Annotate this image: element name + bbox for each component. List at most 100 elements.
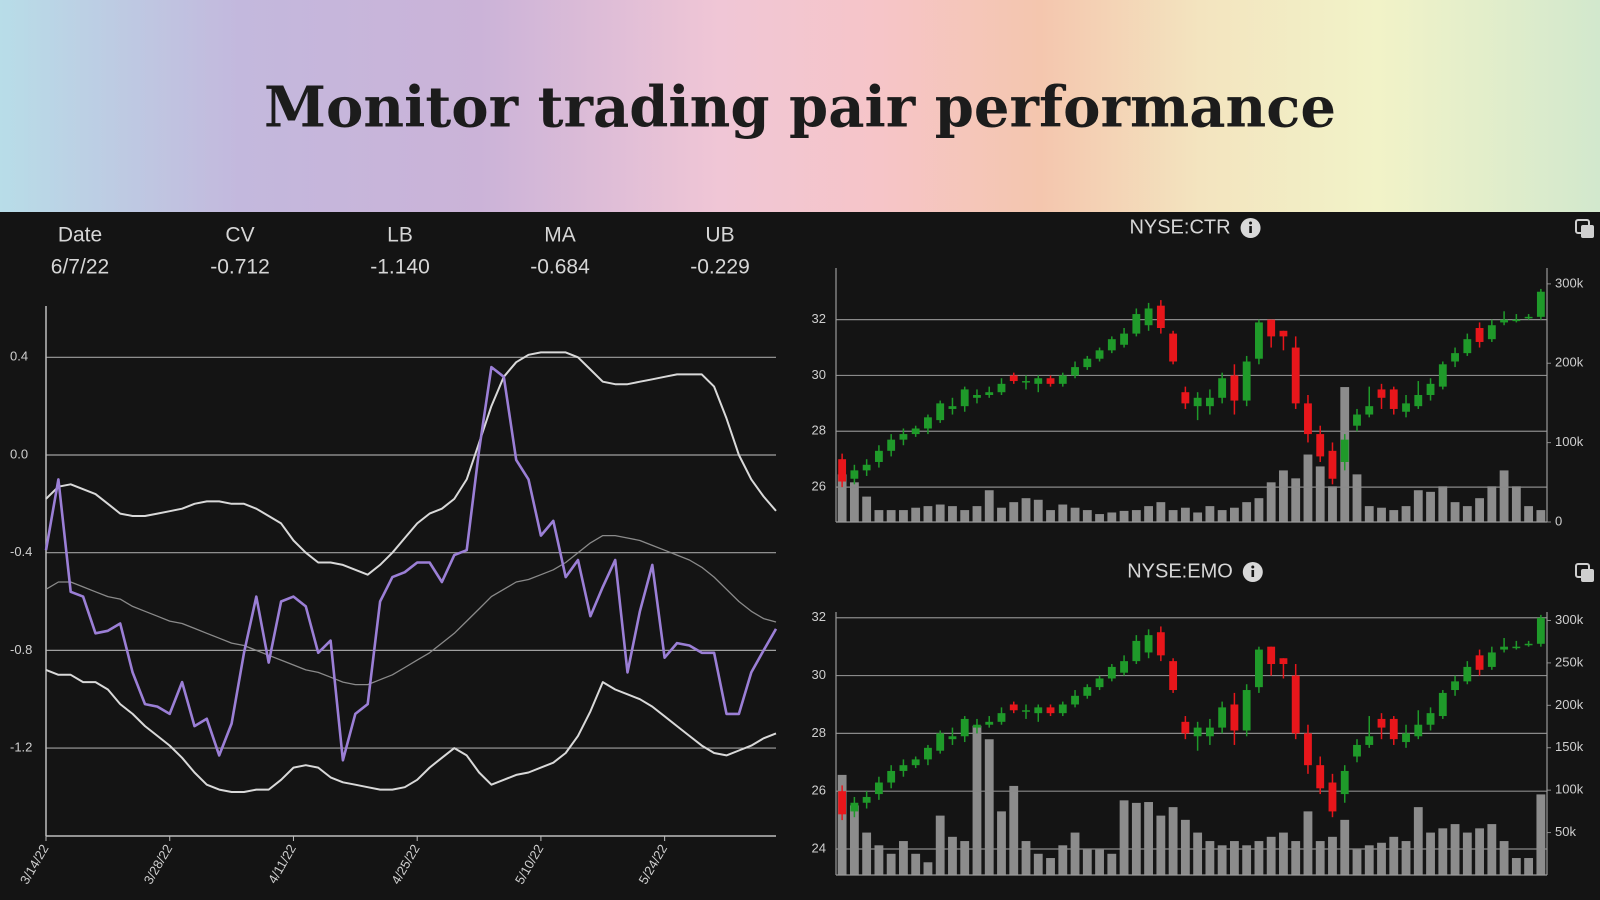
volume-bar [1340,819,1350,875]
candle-body [1365,406,1374,415]
volume-bar [1156,502,1166,522]
volume-bar [1193,512,1203,522]
y2-tick-label: 300k [1555,612,1584,627]
volume-bar [1511,486,1521,522]
candle-body [1463,339,1472,354]
header-title: Monitor trading pair performance [264,75,1336,141]
y2-tick-label: 150k [1555,739,1584,754]
candle-body [899,434,908,440]
candle-body [948,736,957,740]
info-glyph [1249,221,1253,225]
candle-body [911,759,920,766]
candle-body [1438,364,1447,387]
candle-body [1304,733,1312,766]
volume-bar [1524,858,1534,875]
candle-body [1034,378,1043,384]
volume-bar [1131,510,1141,522]
candle-body [1022,710,1030,712]
candle-body [1316,765,1325,789]
candle-body [1083,358,1092,368]
y-tick-label: -1.2 [10,740,32,755]
y2-tick-label: 100k [1555,782,1584,797]
candle-body [1242,690,1251,731]
candle-body [1402,733,1410,743]
volume-bar [1499,841,1509,875]
app-panel [0,212,1600,900]
volume-bar [1266,836,1276,875]
candle-body [1022,381,1030,383]
candle-body [1144,308,1153,326]
candle-body [887,439,896,451]
candle-body [1107,666,1116,679]
series-line [44,365,778,762]
candle-body [1512,646,1521,649]
volume-bar [862,496,872,522]
volume-bar [1242,502,1252,522]
candle-body [1058,704,1067,714]
volume-bar [911,507,921,522]
volume-bar [1315,466,1325,522]
readout-value: -0.684 [530,256,590,279]
volume-bar [923,862,933,875]
readout-value: -0.229 [690,256,750,279]
candle-body [1107,339,1116,351]
volume-bar [1082,849,1092,875]
volume-bar [1328,836,1337,875]
volume-bar [1401,506,1411,522]
volume-bar [1180,507,1190,522]
volume-bar [1144,802,1154,875]
candle-body [1254,322,1263,359]
volume-bar [849,482,859,522]
volume-bar [1426,491,1435,522]
readout-label: CV [225,224,254,247]
volume-bar [1070,507,1080,522]
candle-body [1451,681,1459,691]
candle-body [1046,378,1055,384]
candle-body [1438,692,1447,717]
volume-bar [1254,841,1264,875]
y2-tick-label: 200k [1555,697,1584,712]
volume-bar [1095,514,1104,522]
y-tick-label: 28 [812,725,826,740]
candle-body [850,802,859,812]
candle-body [1304,403,1312,435]
candle-body [1512,319,1521,322]
volume-bar [948,506,957,522]
volume-bar [1328,486,1337,522]
candle-body [838,791,847,815]
volume-bar [997,507,1006,522]
y-tick-label: 0.4 [10,349,28,364]
volume-bar [923,506,933,522]
volume-bar [972,725,982,875]
volume-bar [837,774,847,875]
candle-body [1487,652,1496,667]
candle-body [1353,744,1361,757]
volume-bar [960,510,970,522]
candle-body [1254,649,1263,688]
candle-body [1181,721,1190,734]
candle-body [1230,704,1239,731]
chart-title: NYSE:CTR [1129,216,1230,238]
volume-bar [899,510,908,522]
volume-bar [1217,845,1227,875]
volume-bar [1536,794,1546,875]
candle-body [1279,330,1288,337]
volume-bar [1095,849,1104,875]
candle-body [1071,367,1079,376]
candle-body [936,733,945,751]
candle-body [1463,666,1472,682]
volume-bar [972,506,982,522]
y-tick-label: -0.4 [10,544,32,559]
volume-bar [1524,506,1534,522]
series-line [45,668,777,793]
candle-body [1536,291,1545,317]
candle-body [1205,397,1214,407]
y2-tick-label: 100k [1555,434,1584,449]
volume-bar [1364,506,1374,522]
volume-bar [1193,832,1203,875]
candle-body [1377,718,1386,728]
y2-tick-label: 300k [1555,275,1584,290]
volume-bar [1389,836,1399,875]
candle-body [973,724,981,728]
